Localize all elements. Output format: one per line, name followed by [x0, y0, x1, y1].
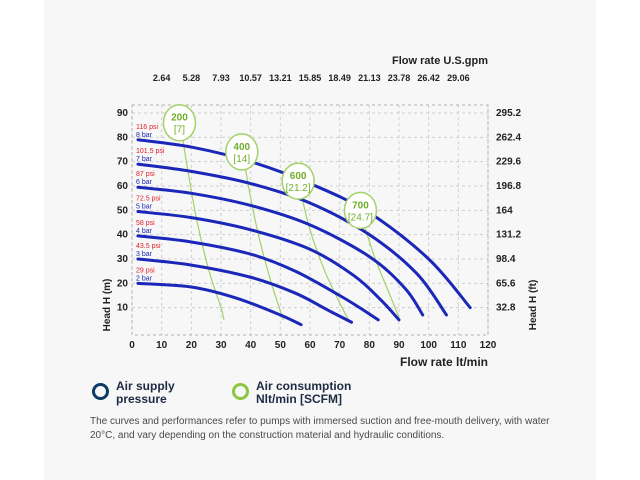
right-tick-7: 65.6 — [496, 278, 516, 289]
bar-label-4: 4 bar — [136, 228, 153, 235]
x-tick-10: 10 — [156, 340, 168, 351]
air-sub-400: [14] — [233, 154, 250, 165]
bar-label-0: 8 bar — [136, 132, 153, 139]
air-sub-600: [21.2] — [286, 183, 311, 194]
air-label-200: 200 — [171, 113, 188, 124]
psi-label-6: 29 psi — [136, 267, 155, 274]
air-sub-700: [24.7] — [348, 212, 373, 223]
right-tick-5: 131.2 — [496, 230, 521, 241]
right-axis-label: Head H (ft) — [528, 280, 539, 331]
psi-label-4: 58 psi — [136, 220, 155, 227]
top-tick-5: 15.85 — [299, 73, 322, 83]
x-tick-50: 50 — [275, 340, 287, 351]
x-tick-100: 100 — [420, 340, 437, 351]
plot-frame — [131, 104, 489, 336]
legend-consumption-line2: Nlt/min [SCFM] — [256, 392, 342, 406]
psi-label-3: 72.5 psi — [136, 196, 161, 203]
right-tick-8: 32.8 — [496, 303, 516, 314]
x-axis-label: Flow rate lt/min — [400, 355, 488, 369]
right-tick-0: 295.2 — [496, 108, 521, 119]
bar-label-1: 7 bar — [136, 156, 153, 163]
psi-label-2: 87 psi — [136, 171, 155, 178]
y-tick-20: 20 — [117, 278, 129, 289]
air-bubble-400 — [225, 133, 259, 171]
legend-air-supply: Air supply pressure — [92, 380, 175, 406]
pressure-curve-5-bar — [136, 210, 401, 322]
bar-label-6: 2 bar — [136, 275, 153, 282]
x-tick-90: 90 — [393, 340, 405, 351]
content-panel — [44, 0, 596, 480]
top-tick-6: 18.49 — [328, 73, 351, 83]
y-tick-90: 90 — [117, 108, 129, 119]
x-tick-20: 20 — [186, 340, 198, 351]
top-tick-9: 26.42 — [417, 73, 440, 83]
air-consumption-ring-icon — [232, 383, 249, 400]
x-tick-30: 30 — [215, 340, 227, 351]
psi-label-1: 101.5 psi — [136, 148, 165, 155]
y-tick-60: 60 — [117, 181, 129, 192]
legend-supply-line2: pressure — [116, 392, 167, 406]
pressure-curve-2-bar — [136, 281, 303, 327]
x-tick-80: 80 — [364, 340, 376, 351]
pressure-curve-6-bar — [136, 185, 425, 317]
top-tick-3: 10.57 — [239, 73, 262, 83]
pressure-curve-3-bar — [136, 257, 354, 324]
x-tick-60: 60 — [304, 340, 316, 351]
legend-air-consumption: Air consumption Nlt/min [SCFM] — [232, 380, 351, 406]
x-tick-40: 40 — [245, 340, 257, 351]
y-tick-50: 50 — [117, 205, 129, 216]
y-tick-40: 40 — [117, 230, 129, 241]
footnote: The curves and performances refer to pum… — [90, 416, 550, 441]
legend-consumption-line1: Air consumption — [256, 379, 352, 393]
x-tick-120: 120 — [480, 340, 497, 351]
air-sub-200: [7] — [174, 125, 185, 136]
right-tick-6: 98.4 — [496, 254, 516, 265]
air-label-400: 400 — [233, 142, 250, 153]
air-bubble-200 — [162, 103, 197, 142]
bar-label-2: 6 bar — [136, 179, 153, 186]
air-label-700: 700 — [352, 200, 369, 211]
y-tick-70: 70 — [117, 157, 129, 168]
psi-label-0: 116 psi — [136, 124, 158, 131]
right-tick-2: 229.6 — [496, 157, 521, 168]
bar-label-3: 5 bar — [136, 204, 153, 211]
top-tick-8: 23.78 — [388, 73, 411, 83]
right-tick-3: 196.8 — [496, 181, 521, 192]
top-tick-2: 7.93 — [212, 73, 230, 83]
air-bubble-700 — [343, 191, 378, 230]
air-curve-700 — [362, 222, 400, 318]
x-tick-70: 70 — [334, 340, 346, 351]
y-tick-80: 80 — [117, 132, 129, 143]
y-tick-30: 30 — [117, 254, 129, 265]
top-tick-7: 21.13 — [358, 73, 381, 83]
pressure-curve-4-bar — [136, 234, 380, 322]
top-tick-1: 5.28 — [183, 73, 201, 83]
air-bubble-600 — [281, 162, 315, 200]
x-tick-110: 110 — [450, 340, 467, 351]
air-curve-400 — [244, 163, 284, 321]
top-tick-10: 29.06 — [447, 73, 470, 83]
right-tick-1: 262.4 — [496, 132, 521, 143]
top-tick-4: 13.21 — [269, 73, 292, 83]
y-axis-label: Head H (m) — [102, 279, 113, 332]
top-tick-0: 2.64 — [153, 73, 171, 83]
psi-label-5: 43.5 psi — [136, 243, 161, 250]
x-tick-0: 0 — [129, 340, 135, 351]
pressure-curve-7-bar — [136, 162, 448, 317]
bar-label-5: 3 bar — [136, 251, 153, 258]
legend-supply-line1: Air supply — [116, 379, 175, 393]
y-tick-10: 10 — [117, 303, 129, 314]
air-supply-ring-icon — [92, 383, 109, 400]
air-label-600: 600 — [290, 171, 307, 182]
right-tick-4: 164 — [496, 205, 513, 216]
top-axis-label: Flow rate U.S.gpm — [392, 55, 488, 67]
air-curve-600 — [300, 193, 350, 321]
